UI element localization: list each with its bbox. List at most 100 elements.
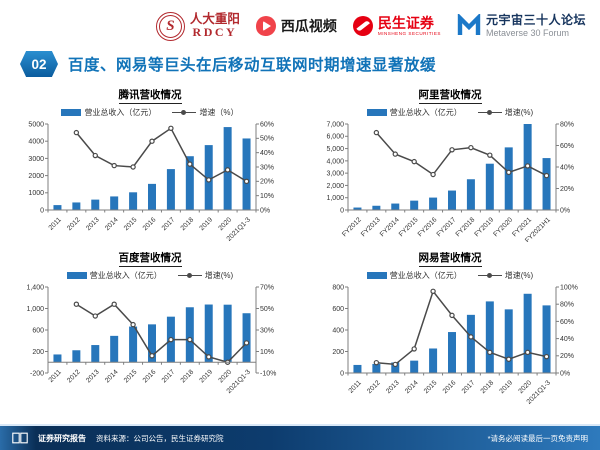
legend-bar-label: 营业总收入（亿元）: [89, 271, 162, 280]
svg-text:600: 600: [32, 327, 44, 334]
alibaba-revenue-chart: 阿里营收情况 营业总收入（亿元） 增速(%) 0 1,000 2,000 3,000 4…: [304, 87, 596, 242]
svg-text:40%: 40%: [560, 164, 574, 171]
legend-line-label: 增速(%): [204, 271, 234, 280]
svg-text:30%: 30%: [260, 327, 274, 334]
xigua-play-icon: [255, 16, 276, 36]
legend-line-label: 增速（%）: [199, 108, 239, 117]
chart-legend: 营业总收入（亿元） 增速(%): [366, 270, 533, 281]
section-number-badge: 02: [20, 51, 58, 77]
svg-text:-200: -200: [30, 370, 44, 377]
svg-text:100%: 100%: [560, 284, 578, 291]
svg-text:80%: 80%: [560, 121, 574, 128]
svg-text:2016: 2016: [142, 216, 158, 232]
svg-text:2014: 2014: [104, 216, 120, 232]
svg-text:2011: 2011: [348, 379, 363, 394]
chart-title: 网易营收情况: [418, 250, 482, 267]
baidu-chart-plot: -200 200 600 1,000 1,400 -10% 10% 30% 50% 70% 2011…: [26, 284, 276, 395]
rdcy-name-cn: 人大重阳: [189, 12, 240, 27]
legend-bar-swatch: [61, 109, 82, 116]
svg-text:2013: 2013: [85, 216, 101, 232]
svg-text:3000: 3000: [28, 156, 44, 163]
svg-text:40%: 40%: [260, 150, 274, 157]
svg-text:2019: 2019: [498, 379, 514, 395]
tencent-chart-plot: 0 1000 2000 3000 4000 5000 0% 10% 20% 30% 40% 50% 60…: [28, 121, 274, 242]
svg-text:2015: 2015: [123, 369, 139, 385]
svg-text:600: 600: [332, 306, 344, 313]
rdcy-name-en: RDCY: [192, 25, 238, 40]
svg-text:2019: 2019: [198, 216, 214, 232]
svg-text:20%: 20%: [560, 186, 574, 193]
legend-line-label: 增速(%): [504, 108, 534, 117]
svg-text:0%: 0%: [560, 370, 570, 377]
chart-title: 百度营收情况: [118, 250, 182, 267]
svg-text:1,000: 1,000: [326, 195, 344, 202]
svg-text:50%: 50%: [260, 306, 274, 313]
report-type-label: 证券研究报告: [38, 433, 86, 443]
svg-text:50%: 50%: [260, 136, 274, 143]
svg-text:FY2014: FY2014: [379, 216, 401, 238]
metaverse-name-en: Metaverse 30 Forum: [485, 27, 570, 38]
svg-text:0: 0: [340, 370, 344, 377]
baidu-revenue-chart: 百度营收情况 营业总收入（亿元） 增速(%) -200 200 600 1,000 1,…: [4, 250, 296, 405]
svg-text:20%: 20%: [260, 179, 274, 186]
svg-text:1,000: 1,000: [26, 306, 44, 313]
svg-text:2016: 2016: [142, 369, 158, 385]
chart-legend: 营业总收入（亿元） 增速（%）: [61, 107, 239, 118]
metaverse-name-cn: 元宇宙三十人论坛: [485, 12, 586, 27]
minsheng-name-en: MINSHENG SECURITIES: [377, 31, 441, 37]
logo-rdcy: S 人大重阳 RDCY: [155, 11, 240, 41]
svg-text:30%: 30%: [260, 164, 274, 171]
svg-text:2015: 2015: [123, 216, 139, 232]
svg-text:2017: 2017: [161, 216, 177, 232]
svg-text:80%: 80%: [560, 302, 574, 309]
svg-text:2014: 2014: [404, 379, 420, 395]
svg-text:6,000: 6,000: [326, 134, 344, 141]
footer-bar: 证券研究报告 资料来源：公司公告，民生证券研究院 *请务必阅读最后一页免责声明: [0, 424, 600, 450]
chart-title: 腾讯营收情况: [118, 87, 182, 104]
svg-text:2017: 2017: [161, 369, 177, 385]
legend-bar-swatch: [366, 272, 387, 279]
svg-text:2020: 2020: [217, 216, 233, 232]
svg-text:0%: 0%: [260, 207, 270, 214]
xigua-name: 西瓜视频: [280, 18, 337, 34]
tencent-revenue-chart: 腾讯营收情况 营业总收入（亿元） 增速（%） 0 1000 2000 3000 4000…: [4, 87, 296, 242]
svg-text:FY2019: FY2019: [473, 216, 495, 238]
svg-text:3,000: 3,000: [326, 171, 344, 178]
svg-text:60%: 60%: [260, 121, 274, 128]
svg-text:60%: 60%: [560, 319, 574, 326]
minsheng-circle-icon: [352, 16, 373, 36]
legend-bar-label: 营业总收入（亿元）: [389, 108, 462, 117]
svg-text:2014: 2014: [104, 369, 120, 385]
slide-title-row: 02 百度、网易等巨头在后移动互联网时期增速显著放缓: [0, 46, 600, 79]
svg-text:200: 200: [32, 349, 44, 356]
svg-text:2,000: 2,000: [326, 183, 344, 190]
legend-bar-label: 营业总收入（亿元）: [389, 271, 462, 280]
svg-text:2017: 2017: [461, 379, 477, 395]
svg-text:FY2015: FY2015: [398, 216, 420, 238]
legend-line-swatch: [477, 109, 502, 115]
legend-line-swatch: [177, 272, 202, 278]
svg-text:FY2018: FY2018: [455, 216, 477, 238]
svg-text:5,000: 5,000: [326, 146, 344, 153]
legend-line-swatch: [477, 272, 502, 278]
svg-text:2011: 2011: [48, 216, 63, 231]
svg-text:200: 200: [332, 349, 344, 356]
svg-text:2011: 2011: [48, 369, 63, 384]
legend-bar-label: 营业总收入（亿元）: [84, 108, 157, 117]
svg-text:40%: 40%: [560, 336, 574, 343]
svg-text:0%: 0%: [560, 207, 570, 214]
svg-text:1,400: 1,400: [26, 284, 44, 291]
svg-text:2020: 2020: [517, 379, 533, 395]
page-title: 百度、网易等巨头在后移动互联网时期增速显著放缓: [68, 57, 437, 74]
minsheng-name-cn: 民生证券: [377, 14, 434, 31]
legend-line-swatch: [172, 109, 197, 115]
svg-text:2015: 2015: [423, 379, 439, 395]
svg-text:0: 0: [340, 207, 344, 214]
rdcy-seal-letter: S: [166, 17, 175, 34]
charts-grid: 腾讯营收情况 营业总收入（亿元） 增速（%） 0 1000 2000 3000 4000…: [0, 87, 600, 405]
svg-text:2012: 2012: [66, 369, 82, 385]
svg-text:0: 0: [40, 207, 44, 214]
svg-text:2013: 2013: [385, 379, 401, 395]
svg-text:4,000: 4,000: [326, 158, 344, 165]
svg-text:2018: 2018: [180, 216, 196, 232]
